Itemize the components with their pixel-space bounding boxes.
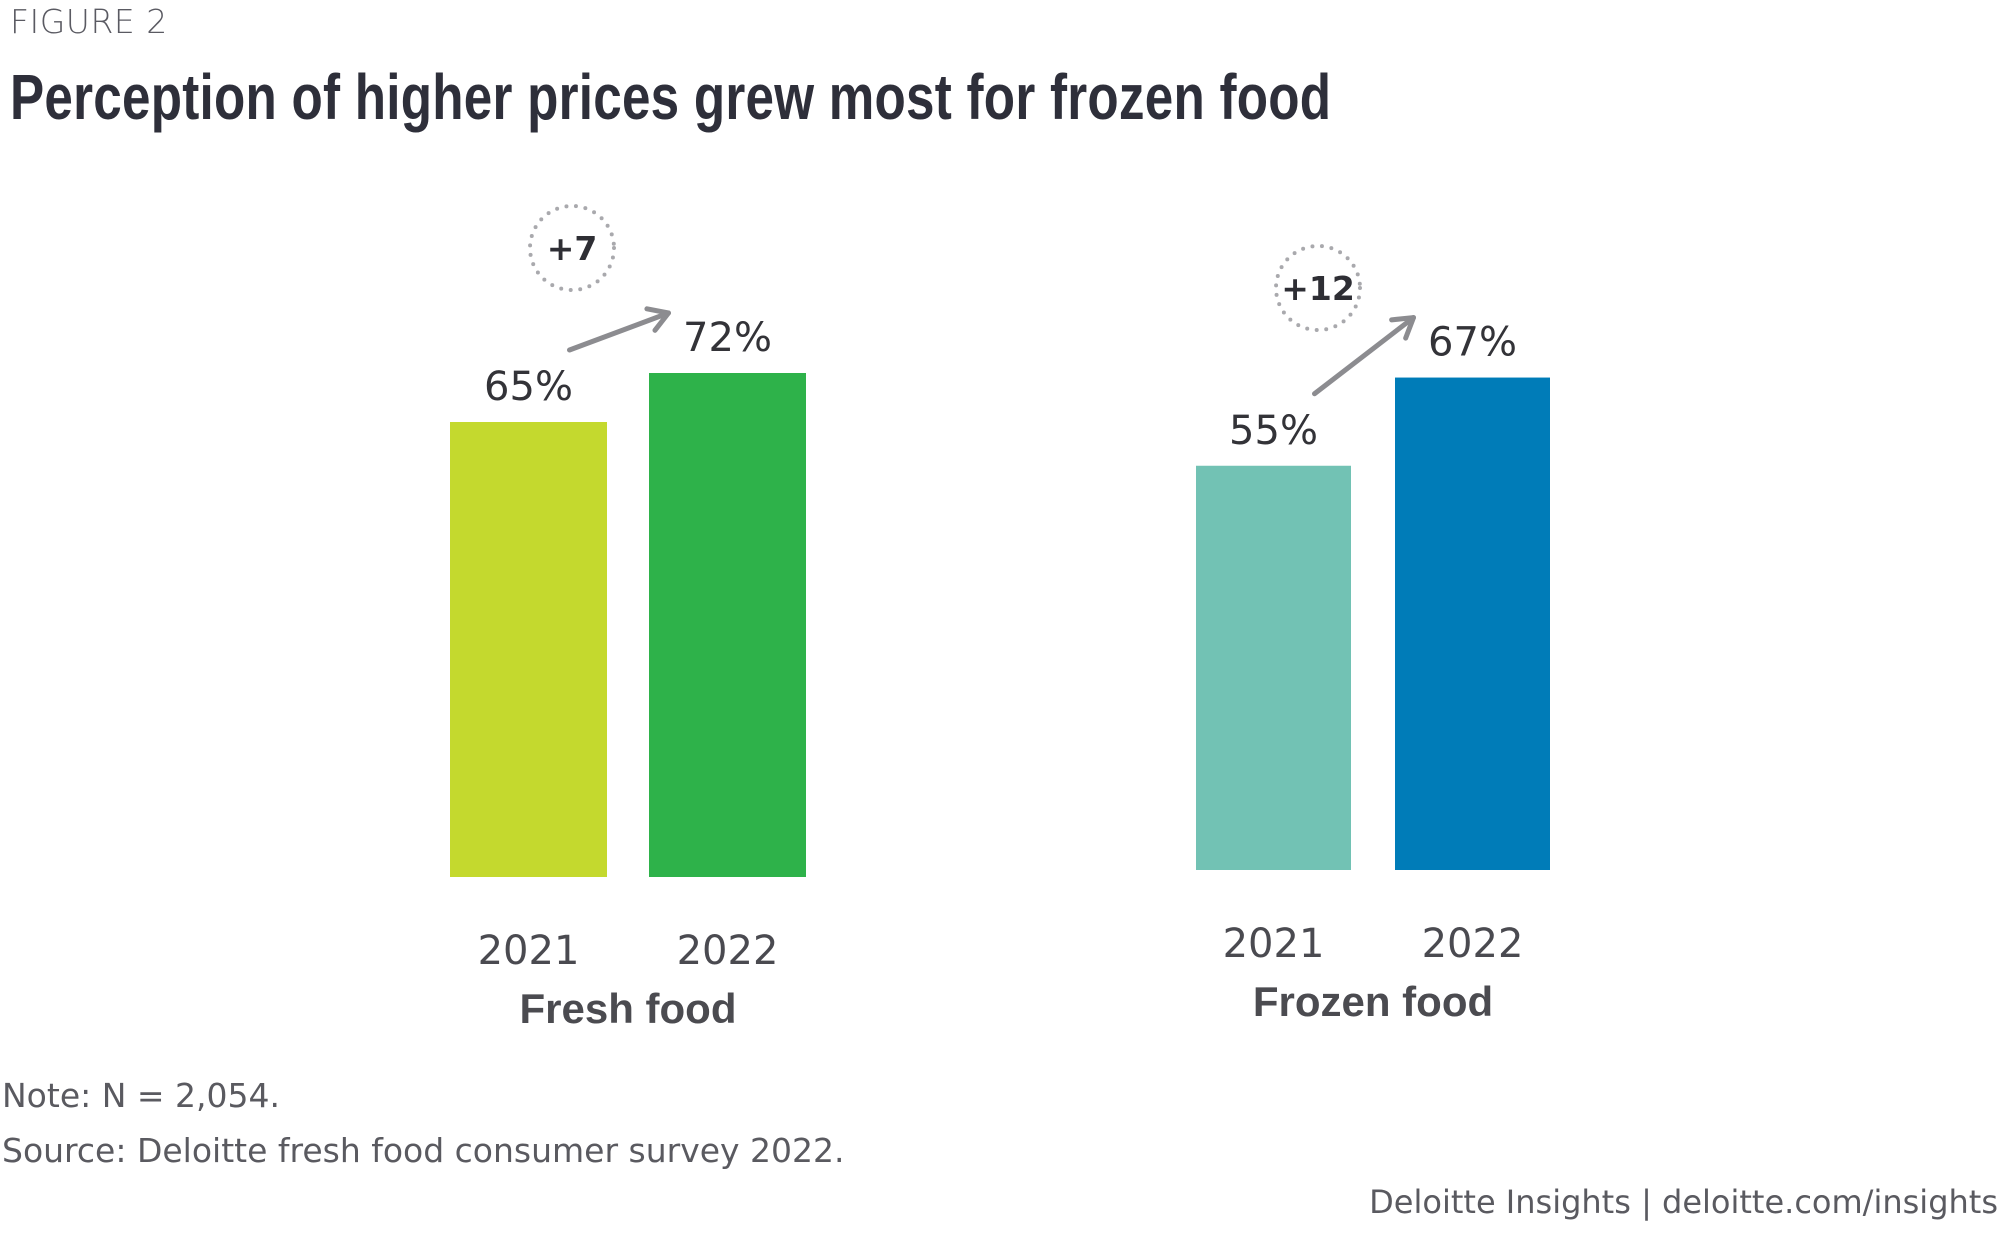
arrowhead-icon xyxy=(1389,315,1416,341)
bar-frozen-food-2022 xyxy=(1395,377,1550,870)
group-label: Frozen food xyxy=(1253,978,1493,1025)
delta-circle-icon xyxy=(528,204,616,292)
arrowhead-icon xyxy=(644,306,671,333)
value-label: 55% xyxy=(1229,408,1318,454)
bar-frozen-food-2021 xyxy=(1196,465,1351,870)
delta-label: +7 xyxy=(547,229,598,268)
x-tick-label: 2022 xyxy=(1422,921,1524,967)
plot-area: 65% 2021 72% 2022 Fresh food +7 55% 2021 67% 2022… xyxy=(450,204,1550,1032)
delta-label: +12 xyxy=(1281,269,1355,308)
bar-fresh-food-2021 xyxy=(450,422,607,877)
note-text: Note: N = 2,054. xyxy=(2,1076,281,1115)
chart-title: Perception of higher prices grew most fo… xyxy=(10,61,1332,133)
group-label: Fresh food xyxy=(520,985,737,1032)
delta-circle-icon xyxy=(1274,244,1362,332)
x-tick-label: 2021 xyxy=(1223,921,1325,967)
source-text: Source: Deloitte fresh food consumer sur… xyxy=(2,1131,845,1170)
value-label: 72% xyxy=(683,315,772,361)
figure-label: FIGURE 2 xyxy=(10,2,168,41)
value-label: 65% xyxy=(484,364,573,410)
x-tick-label: 2022 xyxy=(677,928,779,974)
x-tick-label: 2021 xyxy=(478,928,580,974)
credit-text: Deloitte Insights | deloitte.com/insight… xyxy=(1369,1183,1998,1221)
arrow-icon xyxy=(1312,315,1416,397)
arrow-icon xyxy=(567,310,671,353)
bar-fresh-food-2022 xyxy=(649,373,806,877)
value-label: 67% xyxy=(1428,320,1517,366)
